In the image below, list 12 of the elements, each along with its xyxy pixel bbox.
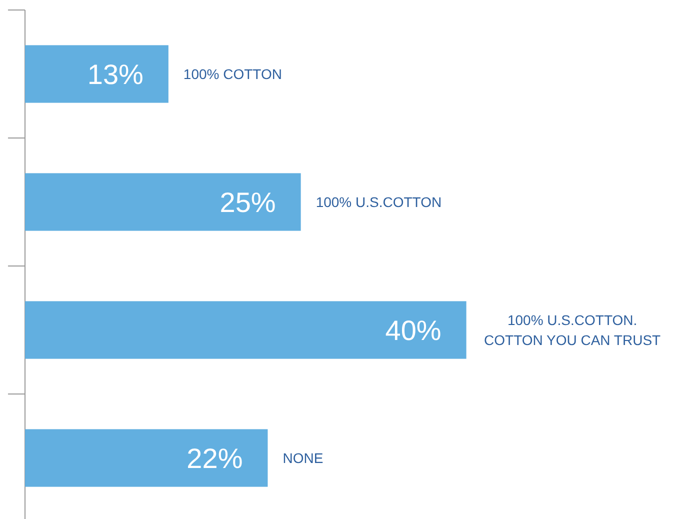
y-tick-label: 100% COTTON bbox=[183, 66, 282, 82]
y-tick-label: 100% U.S.COTTON bbox=[316, 194, 442, 210]
y-tick-label: 100% U.S.COTTON. COTTON YOU CAN TRUST bbox=[484, 312, 662, 348]
bar bbox=[25, 429, 268, 487]
bar bbox=[25, 301, 466, 359]
bar bbox=[25, 45, 168, 103]
data-label: 25% bbox=[220, 187, 276, 218]
data-label: 22% bbox=[186, 443, 243, 474]
data-label: 40% bbox=[385, 315, 442, 346]
bar bbox=[25, 173, 301, 231]
y-tick-label: NONE bbox=[282, 450, 324, 466]
data-label: 13% bbox=[87, 59, 144, 90]
